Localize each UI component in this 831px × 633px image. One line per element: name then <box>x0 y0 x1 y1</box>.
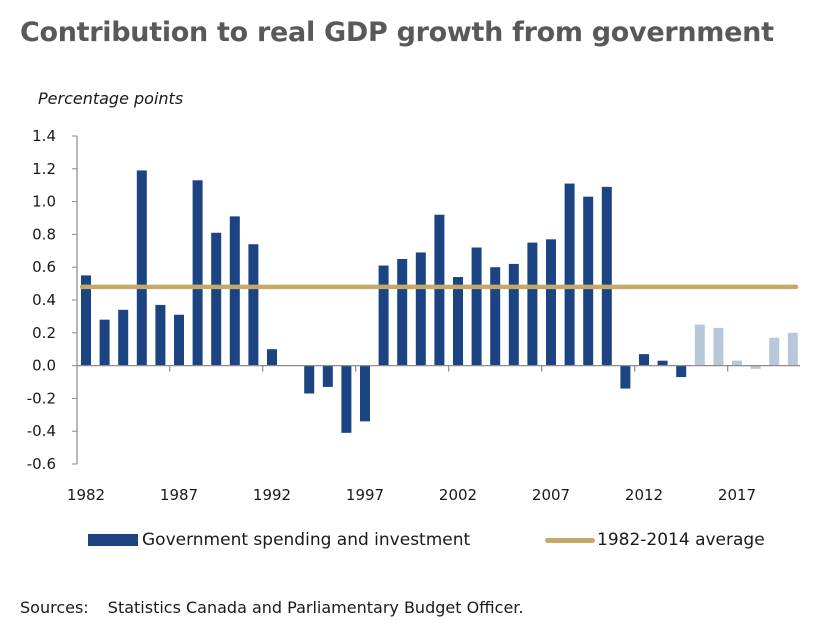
sources-note: Sources: Statistics Canada and Parliamen… <box>20 598 523 617</box>
legend-label-bars: Government spending and investment <box>142 530 471 550</box>
bar-2020 <box>787 332 798 366</box>
x-tick-label: 2007 <box>532 486 570 504</box>
chart-plot: 1.4 1.2 1.0 0.8 0.6 0.4 0.2 0.0 -0.2 -0.4 -0.6 198… <box>27 127 800 504</box>
bar-2006 <box>527 242 538 366</box>
bar-1982 <box>81 275 91 366</box>
bar-2008 <box>564 183 575 366</box>
x-tick-label: 1987 <box>160 486 198 504</box>
bar-2011 <box>620 365 631 389</box>
bar-1986 <box>155 304 166 366</box>
bar-2007 <box>546 239 556 366</box>
bar-1999 <box>397 259 408 366</box>
bar-1991 <box>248 244 259 366</box>
sources-label: Sources: <box>20 598 89 617</box>
bar-1984 <box>118 309 129 366</box>
bar-2009 <box>583 196 594 366</box>
bar-2004 <box>490 267 501 366</box>
bar-1988 <box>192 180 203 366</box>
bar-1990 <box>229 216 240 366</box>
bar-2019 <box>769 337 780 366</box>
bar-1987 <box>174 314 184 366</box>
y-tick-label: -0.6 <box>27 455 56 473</box>
x-tick-label: 2012 <box>625 486 663 504</box>
bar-1998 <box>378 265 389 366</box>
y-axis-ticks: 1.4 1.2 1.0 0.8 0.6 0.4 0.2 0.0 -0.2 -0.4 -0.6 <box>27 127 77 473</box>
bar-1995 <box>322 365 333 387</box>
x-tick-label: 1982 <box>67 486 105 504</box>
axes <box>76 136 800 464</box>
y-tick-label: 0.0 <box>32 357 56 375</box>
legend: Government spending and investment 1982-… <box>0 530 831 554</box>
bar-1983 <box>99 319 110 366</box>
bar-2017 <box>732 360 742 366</box>
bar-1994 <box>304 365 315 394</box>
bar-2003 <box>471 247 482 366</box>
bar-1992 <box>267 349 277 366</box>
bar-2015 <box>694 324 705 366</box>
legend-item-average: 1982-2014 average <box>545 530 765 550</box>
x-tick-label: 2002 <box>439 486 477 504</box>
x-tick-label: 1992 <box>253 486 291 504</box>
y-tick-label: 1.4 <box>32 127 56 145</box>
y-axis-unit-label: Percentage points <box>38 89 184 108</box>
bar-2002 <box>453 277 463 366</box>
y-tick-label: 0.2 <box>32 324 56 342</box>
x-tick-label: 2017 <box>718 486 756 504</box>
bar-1996 <box>341 365 352 433</box>
bar-2010 <box>601 186 612 366</box>
bar-2018 <box>750 365 761 369</box>
bar-2013 <box>657 360 668 366</box>
bar-series <box>81 170 798 433</box>
legend-swatch-average <box>545 537 595 543</box>
sources-text: Statistics Canada and Parliamentary Budg… <box>107 598 524 617</box>
bar-2001 <box>434 214 445 366</box>
y-tick-label: -0.2 <box>27 389 56 407</box>
bar-2014 <box>676 365 687 378</box>
y-tick-label: -0.4 <box>27 422 56 440</box>
y-tick-label: 0.4 <box>32 291 56 309</box>
bar-1985 <box>136 170 147 366</box>
x-axis-ticks: 1982 1987 1992 1997 2002 2007 2012 2017 <box>67 365 756 504</box>
bar-2005 <box>508 263 519 366</box>
bar-2000 <box>415 252 426 366</box>
bar-2012 <box>639 354 649 366</box>
y-tick-label: 0.6 <box>32 258 56 276</box>
bar-2016 <box>713 327 724 366</box>
legend-item-bars: Government spending and investment <box>88 530 470 550</box>
legend-label-average: 1982-2014 average <box>597 530 765 550</box>
bar-1997 <box>360 365 370 422</box>
legend-swatch-bars <box>88 534 138 546</box>
x-tick-label: 1997 <box>346 486 384 504</box>
y-tick-label: 0.8 <box>32 225 56 243</box>
y-tick-label: 1.0 <box>32 193 56 211</box>
y-tick-label: 1.2 <box>32 160 56 178</box>
bar-1989 <box>211 232 222 366</box>
chart-title: Contribution to real GDP growth from gov… <box>20 17 774 48</box>
